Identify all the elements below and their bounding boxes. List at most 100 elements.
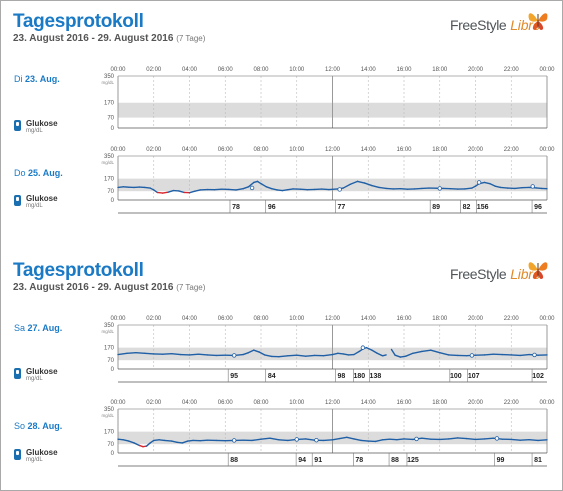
y-tick-label: 170 — [104, 177, 115, 183]
day-label-1: Do 25. Aug. — [14, 168, 63, 178]
sensor-icon — [14, 449, 21, 460]
hour-tick-label: 12:00 — [325, 316, 341, 322]
logo-brand: FreeStyle — [450, 266, 507, 282]
glucose-series-segment — [242, 186, 250, 190]
hour-tick-label: 00:00 — [539, 67, 555, 73]
report-title: Tagesprotokoll — [13, 260, 144, 281]
glucose-series-segment — [271, 187, 278, 191]
hour-tick-label: 02:00 — [146, 147, 162, 153]
glucose-series-segment — [167, 189, 175, 193]
scan-value-label: 96 — [534, 204, 542, 211]
y-tick-label: 350 — [104, 154, 115, 160]
glucose-series-segment — [412, 350, 423, 354]
glucose-series-segment — [494, 185, 502, 189]
glucose-series-segment — [256, 180, 262, 185]
glucose-series-segment — [235, 187, 244, 191]
days-note: (7 Tage) — [176, 34, 206, 43]
scan-marker — [476, 180, 482, 185]
sensor-icon — [14, 368, 21, 379]
day-date: 23. Aug. — [25, 74, 60, 84]
hour-tick-label: 14:00 — [361, 67, 377, 73]
scan-value-label: 88 — [230, 457, 238, 464]
glucose-series-segment — [178, 190, 185, 194]
day-date: 28. Aug. — [27, 421, 63, 431]
glucose-series-segment — [247, 349, 255, 354]
hour-tick-label: 16:00 — [396, 400, 412, 406]
scan-marker — [469, 353, 475, 358]
glucose-series-segment — [396, 438, 405, 441]
y-tick-label: 350 — [104, 323, 115, 329]
glucose-series-segment — [260, 182, 268, 188]
legend-unit: mg/dL — [26, 376, 43, 382]
day-date: 25. Aug. — [28, 168, 63, 178]
scan-marker — [437, 186, 442, 191]
glucose-series-segment — [161, 352, 173, 355]
glucose-series-segment — [135, 351, 146, 354]
scan-marker — [337, 187, 342, 192]
glucose-series-segment — [405, 352, 414, 357]
glucose-series-segment — [331, 437, 341, 441]
scan-value-label: 107 — [468, 373, 480, 380]
glucose-chart-so-28-aug: 00:00 02:00 04:00 06:00 08:00 10:00 12:00 14:00… — [101, 400, 555, 467]
y-tick-label: 0 — [111, 367, 115, 373]
glucose-series-segment — [228, 188, 237, 191]
freestyle-libre-logo: FreeStyle Libre — [450, 13, 548, 33]
hour-tick-label: 06:00 — [218, 400, 234, 406]
day-name: Sa — [14, 323, 26, 333]
sensor-icon — [14, 195, 21, 206]
day-label-3: So 28. Aug. — [14, 421, 62, 431]
hour-tick-label: 10:00 — [289, 400, 305, 406]
hour-tick-label: 00:00 — [110, 400, 126, 406]
glucose-series-segment — [321, 188, 330, 191]
hour-tick-label: 16:00 — [396, 147, 412, 153]
y-tick-label: 70 — [107, 189, 114, 195]
glucose-series-segment — [337, 352, 344, 355]
hour-tick-label: 06:00 — [218, 316, 234, 322]
glucose-series-segment — [242, 351, 250, 356]
glucose-series-segment — [519, 438, 530, 441]
glucose-series-segment — [122, 439, 130, 442]
hour-tick-label: 20:00 — [468, 147, 484, 153]
y-tick-label: 170 — [104, 101, 115, 107]
glucose-series-segment — [338, 436, 348, 440]
scan-value-label: 102 — [532, 373, 544, 380]
y-unit-label: mg/dL — [101, 413, 114, 418]
glucose-series-segment — [528, 438, 539, 442]
glucose-series-segment — [365, 346, 373, 351]
scan-value-label: 77 — [338, 204, 346, 211]
glucose-series-segment — [346, 436, 355, 440]
glucose-series-segment — [363, 182, 373, 187]
scan-value-label: 89 — [432, 204, 440, 211]
glucose-series-segment — [510, 354, 521, 357]
glucose-series-segment — [483, 353, 495, 356]
logo-brand: FreeStyle — [450, 17, 507, 33]
scan-value-label: 138 — [370, 373, 382, 380]
hour-tick-label: 04:00 — [182, 67, 198, 73]
y-tick-label: 70 — [107, 358, 114, 364]
scan-value-label: 156 — [477, 204, 489, 211]
day-name: So — [14, 421, 26, 431]
hour-tick-label: 02:00 — [146, 400, 162, 406]
hour-tick-label: 02:00 — [146, 316, 162, 322]
hour-tick-label: 10:00 — [289, 316, 305, 322]
glucose-series-segment — [296, 354, 307, 357]
day-name: Do — [14, 168, 26, 178]
glucose-series-segment — [514, 186, 523, 190]
scan-marker — [360, 345, 366, 350]
glucose-series-segment — [188, 190, 196, 194]
glucose-series-segment — [483, 437, 495, 440]
glucose-series-segment — [187, 439, 194, 442]
hour-tick-label: 20:00 — [468, 316, 484, 322]
hour-tick-label: 14:00 — [361, 147, 377, 153]
y-unit-label: mg/dL — [101, 329, 114, 334]
hour-tick-label: 22:00 — [504, 147, 520, 153]
scan-marker — [249, 185, 255, 191]
hour-tick-label: 08:00 — [253, 400, 269, 406]
hour-tick-label: 00:00 — [539, 316, 555, 322]
hour-tick-label: 04:00 — [182, 316, 198, 322]
glucose-series-segment — [342, 353, 350, 356]
scan-value-label: 100 — [450, 373, 462, 380]
glucose-series-segment — [464, 187, 473, 190]
glucose-series-segment — [126, 351, 137, 354]
glucose-series-segment — [421, 349, 432, 353]
